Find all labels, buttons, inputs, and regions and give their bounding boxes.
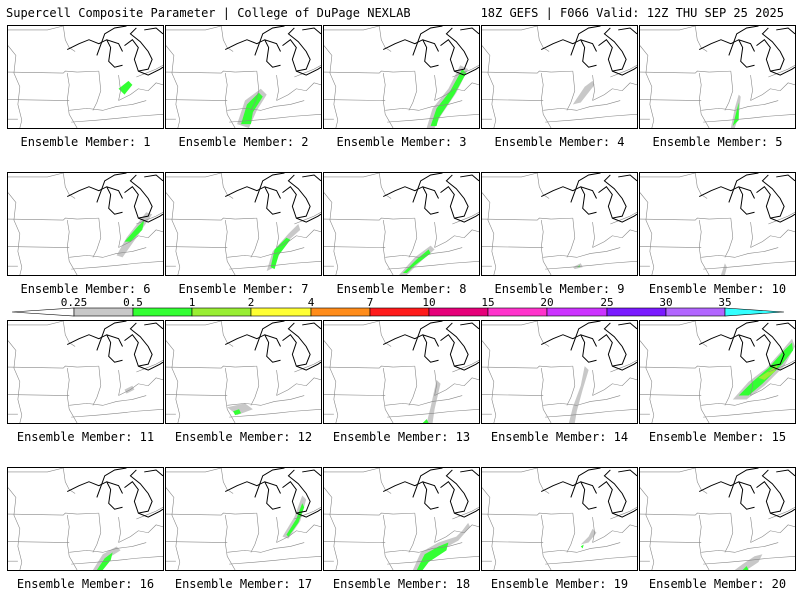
colorbar-tick-label: 20: [540, 296, 554, 309]
ensemble-member-map: [323, 467, 480, 571]
ensemble-member-map: [323, 320, 480, 424]
ensemble-member-label: Ensemble Member: 9: [494, 282, 625, 296]
ensemble-member-label: Ensemble Member: 6: [20, 282, 151, 296]
colorbar-swatch: [428, 307, 489, 317]
ensemble-member-map: [7, 467, 164, 571]
colorbar-swatch: [250, 307, 312, 317]
colorbar-swatch: [11, 307, 75, 317]
ensemble-member-map: [481, 320, 638, 424]
ensemble-member-label: Ensemble Member: 11: [16, 430, 155, 444]
colorbar: [11, 307, 785, 317]
ensemble-member-map: [7, 172, 164, 276]
colorbar-swatch: [310, 307, 371, 317]
ensemble-member-label: Ensemble Member: 8: [336, 282, 467, 296]
ensemble-member-map: [165, 320, 322, 424]
ensemble-member-label: Ensemble Member: 1: [20, 135, 151, 149]
ensemble-member-map: [165, 172, 322, 276]
ensemble-member-label: Ensemble Member: 2: [178, 135, 309, 149]
colorbar-tick-label: 35: [718, 296, 732, 309]
colorbar-swatch: [73, 307, 134, 317]
colorbar-tick-label: 2: [247, 296, 255, 309]
map-title: Supercell Composite Parameter | College …: [6, 6, 411, 20]
colorbar-tick-label: 10: [422, 296, 436, 309]
ensemble-member-map: [7, 320, 164, 424]
colorbar-swatch: [724, 307, 785, 317]
ensemble-member-label: Ensemble Member: 3: [336, 135, 467, 149]
ensemble-member-label: Ensemble Member: 19: [490, 577, 629, 591]
colorbar-tick-label: 15: [481, 296, 495, 309]
ensemble-member-label: Ensemble Member: 14: [490, 430, 629, 444]
ensemble-member-label: Ensemble Member: 12: [174, 430, 313, 444]
ensemble-member-label: Ensemble Member: 20: [648, 577, 787, 591]
colorbar-swatch: [546, 307, 608, 317]
ensemble-member-label: Ensemble Member: 10: [648, 282, 787, 296]
ensemble-member-map: [639, 172, 796, 276]
colorbar-swatch: [369, 307, 430, 317]
ensemble-member-label: Ensemble Member: 7: [178, 282, 309, 296]
valid-time: 18Z GEFS | F066 Valid: 12Z THU SEP 25 20…: [480, 6, 784, 20]
ensemble-member-label: Ensemble Member: 13: [332, 430, 471, 444]
ensemble-member-map: [165, 467, 322, 571]
ensemble-member-label: Ensemble Member: 17: [174, 577, 313, 591]
colorbar-tick-label: 0.25: [60, 296, 88, 309]
ensemble-member-map: [481, 172, 638, 276]
ensemble-member-label: Ensemble Member: 4: [494, 135, 625, 149]
colorbar-tick-label: 1: [188, 296, 196, 309]
ensemble-member-map: [639, 25, 796, 129]
ensemble-member-map: [481, 467, 638, 571]
colorbar-tick-label: 4: [307, 296, 315, 309]
ensemble-member-label: Ensemble Member: 5: [652, 135, 783, 149]
ensemble-member-map: [7, 25, 164, 129]
ensemble-member-label: Ensemble Member: 18: [332, 577, 471, 591]
colorbar-swatch: [665, 307, 726, 317]
colorbar-tick-label: 25: [600, 296, 614, 309]
ensemble-member-label: Ensemble Member: 16: [16, 577, 155, 591]
colorbar-swatch: [191, 307, 252, 317]
ensemble-member-map: [323, 25, 480, 129]
colorbar-tick-label: 0.5: [123, 296, 143, 309]
ensemble-member-map: [639, 467, 796, 571]
ensemble-member-map: [639, 320, 796, 424]
colorbar-tick-label: 7: [366, 296, 374, 309]
colorbar-swatch: [132, 307, 193, 317]
ensemble-member-label: Ensemble Member: 15: [648, 430, 787, 444]
colorbar-swatch: [606, 307, 667, 317]
colorbar-tick-label: 30: [659, 296, 673, 309]
ensemble-member-map: [323, 172, 480, 276]
ensemble-member-map: [481, 25, 638, 129]
colorbar-swatch: [487, 307, 548, 317]
ensemble-member-map: [165, 25, 322, 129]
